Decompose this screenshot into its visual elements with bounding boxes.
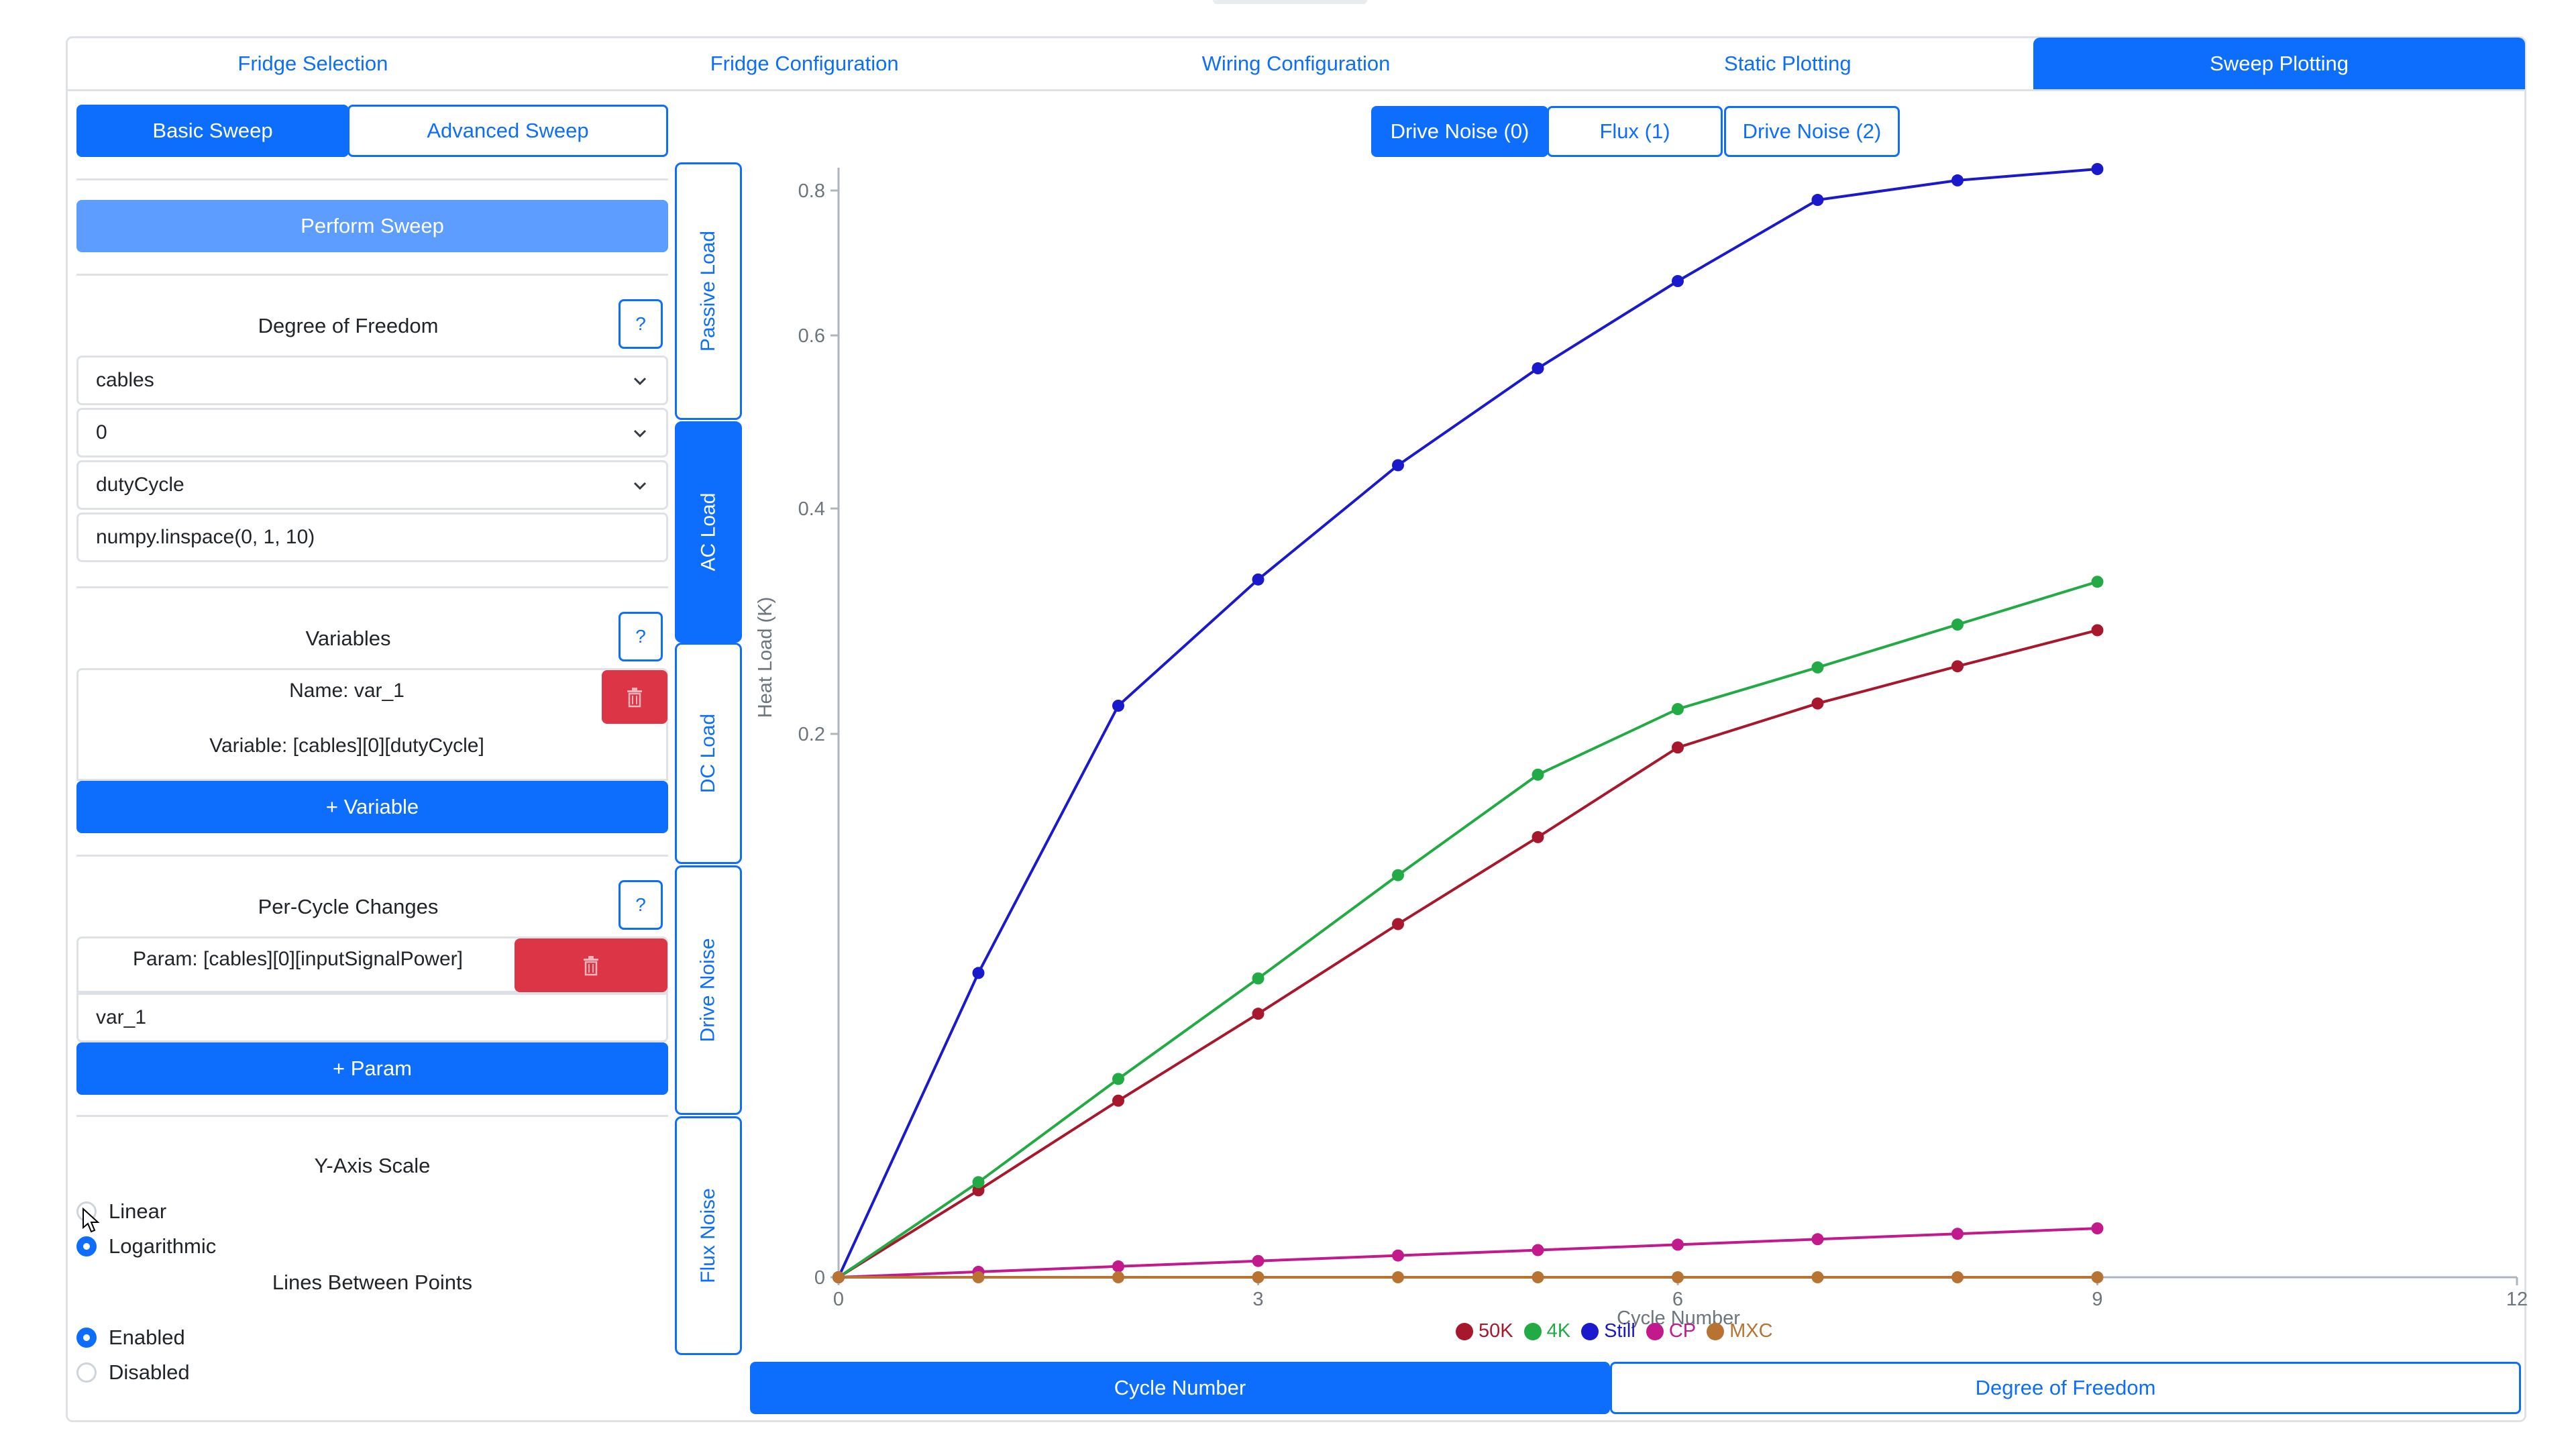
chart-tab-flux-1[interactable]: Flux (1)	[1547, 106, 1723, 157]
legend-label: 50K	[1479, 1320, 1513, 1342]
advanced-sweep-button[interactable]: Advanced Sweep	[347, 105, 668, 157]
variable-card: Name: var_1 Variable: [cables][0][dutyCy…	[76, 668, 668, 781]
radio-linear-label: Linear	[109, 1199, 167, 1223]
divider	[76, 178, 668, 180]
tab-fridge-selection[interactable]: Fridge Selection	[237, 51, 388, 75]
legend-dot	[1581, 1322, 1599, 1340]
chart-legend: 50K 4K Still CP MXC	[1456, 1320, 1784, 1342]
tab-dc-load[interactable]: DC Load	[675, 643, 742, 864]
chart-tab-drive-noise-0[interactable]: Drive Noise (0)	[1371, 106, 1548, 157]
dof-property-value: dutyCycle	[96, 474, 184, 496]
variables-title: Variables	[305, 627, 391, 650]
legend-dot	[1707, 1322, 1725, 1340]
tab-ac-load[interactable]: AC Load	[675, 421, 742, 643]
legend-label: Still	[1604, 1320, 1635, 1342]
chevron-down-icon	[633, 482, 647, 490]
tab-sweep-plotting[interactable]: Sweep Plotting	[2033, 38, 2525, 89]
tab-flux-noise-label: Flux Noise	[697, 1188, 719, 1283]
tab-dc-load-label: DC Load	[697, 713, 719, 794]
divider	[76, 274, 668, 276]
legend-label: CP	[1668, 1320, 1697, 1342]
dof-property-select[interactable]: dutyCycle	[76, 460, 668, 510]
legend-dot	[1646, 1322, 1664, 1340]
chevron-down-icon	[633, 429, 647, 438]
tab-static-plotting[interactable]: Static Plotting	[1724, 51, 1851, 75]
add-variable-button[interactable]: + Variable	[76, 781, 668, 833]
param-value-input[interactable]: var_1	[76, 993, 668, 1042]
legend-item-mxc[interactable]: MXC	[1707, 1320, 1773, 1342]
radio-disabled-label: Disabled	[109, 1360, 190, 1384]
dof-title: Degree of Freedom	[258, 314, 439, 337]
radio-logarithmic[interactable]: Logarithmic	[76, 1234, 216, 1258]
dof-help-button[interactable]: ?	[619, 299, 663, 349]
trash-icon	[627, 688, 642, 708]
top-nav: Fridge Selection Fridge Configuration Wi…	[67, 38, 2525, 91]
variables-help-button[interactable]: ?	[619, 612, 663, 661]
basic-sweep-button[interactable]: Basic Sweep	[76, 105, 349, 157]
per-cycle-help-button[interactable]: ?	[619, 880, 663, 930]
dof-index-select[interactable]: 0	[76, 408, 668, 458]
legend-item-4k[interactable]: 4K	[1523, 1320, 1571, 1342]
divider	[76, 1115, 668, 1117]
radio-logarithmic-label: Logarithmic	[109, 1234, 217, 1258]
y-axis-scale-title: Y-Axis Scale	[314, 1154, 431, 1177]
radio-disabled[interactable]: Disabled	[76, 1360, 190, 1385]
legend-dot	[1456, 1322, 1473, 1340]
tab-ac-load-label: AC Load	[697, 492, 719, 572]
dof-category-select[interactable]: cables	[76, 356, 668, 405]
tab-drive-noise-label: Drive Noise	[697, 938, 720, 1042]
lines-between-points-title: Lines Between Points	[272, 1271, 473, 1294]
variable-name: Name: var_1	[289, 680, 405, 702]
radio-logarithmic-circle[interactable]	[76, 1236, 97, 1256]
add-param-button[interactable]: + Param	[76, 1042, 668, 1095]
tab-wiring-configuration[interactable]: Wiring Configuration	[1201, 51, 1391, 75]
legend-dot	[1523, 1322, 1542, 1340]
delete-variable-button[interactable]	[602, 670, 667, 724]
radio-enabled-circle[interactable]	[76, 1328, 97, 1348]
divider	[76, 855, 668, 857]
per-cycle-title: Per-Cycle Changes	[258, 895, 439, 918]
divider	[76, 586, 668, 588]
mouse-cursor-icon	[83, 1208, 100, 1233]
dof-index-value: 0	[96, 421, 107, 443]
legend-label: MXC	[1729, 1320, 1773, 1342]
legend-item-cp[interactable]: CP	[1646, 1320, 1696, 1342]
tab-passive-load[interactable]: Passive Load	[675, 162, 742, 420]
tab-passive-load-label: Passive Load	[697, 230, 719, 352]
param-value: var_1	[96, 1006, 147, 1028]
radio-disabled-circle[interactable]	[76, 1362, 97, 1383]
x-axis-cycle-number-button[interactable]: Cycle Number	[750, 1362, 1610, 1414]
perform-sweep-button[interactable]: Perform Sweep	[76, 200, 668, 252]
radio-enabled[interactable]: Enabled	[76, 1326, 185, 1350]
tab-fridge-configuration[interactable]: Fridge Configuration	[710, 51, 899, 75]
legend-label: 4K	[1546, 1320, 1571, 1342]
trash-icon	[584, 956, 598, 976]
dof-category-value: cables	[96, 369, 154, 391]
tab-drive-noise[interactable]: Drive Noise	[675, 865, 742, 1115]
x-axis-degree-of-freedom-button[interactable]: Degree of Freedom	[1610, 1362, 2521, 1414]
delete-param-button[interactable]	[515, 938, 667, 992]
chart-tab-drive-noise-2[interactable]: Drive Noise (2)	[1724, 106, 1900, 157]
legend-item-50k[interactable]: 50K	[1456, 1320, 1513, 1342]
chevron-down-icon	[633, 377, 647, 386]
variable-path: Variable: [cables][0][dutyCycle]	[209, 735, 484, 757]
dof-range-input[interactable]: numpy.linspace(0, 1, 10)	[76, 513, 668, 562]
legend-item-still[interactable]: Still	[1581, 1320, 1635, 1342]
window-top-handle	[1213, 0, 1367, 4]
tab-flux-noise[interactable]: Flux Noise	[675, 1116, 742, 1355]
param-path: Param: [cables][0][inputSignalPower]	[133, 948, 463, 970]
dof-range-value: numpy.linspace(0, 1, 10)	[96, 526, 315, 548]
radio-enabled-label: Enabled	[109, 1326, 185, 1349]
param-card: Param: [cables][0][inputSignalPower]	[76, 936, 668, 993]
